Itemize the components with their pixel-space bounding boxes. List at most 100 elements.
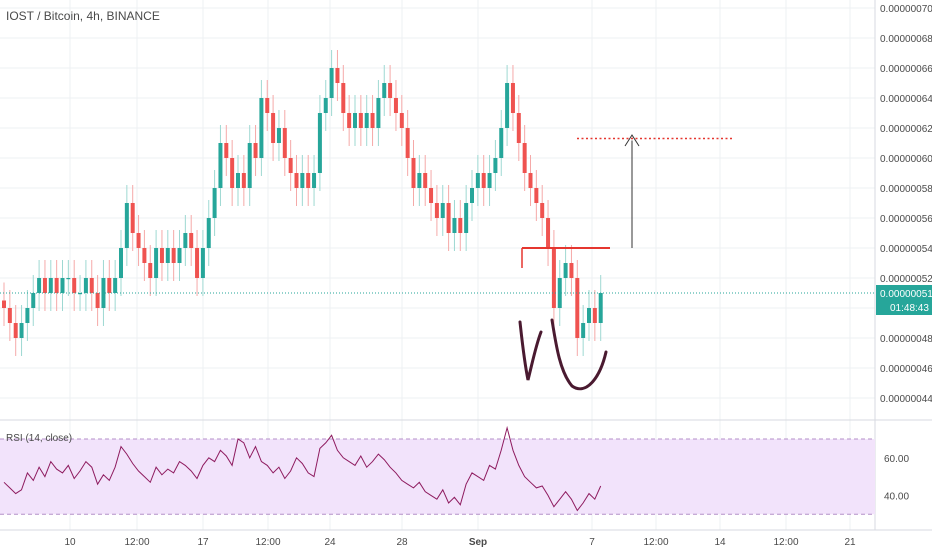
candle-body bbox=[458, 218, 463, 233]
candle-body bbox=[54, 278, 59, 293]
price-tick-label: 0.00000052 bbox=[880, 274, 932, 285]
candle-body bbox=[224, 143, 229, 158]
price-axis[interactable]: 0.00000070 0.00000068 0.00000066 0.00000064… bbox=[880, 4, 932, 405]
candle-body bbox=[317, 113, 322, 173]
candle-body bbox=[294, 173, 299, 188]
candle-body bbox=[592, 308, 597, 323]
time-tick-label: 28 bbox=[396, 537, 408, 548]
candle-body bbox=[411, 158, 416, 188]
candle-body bbox=[499, 128, 504, 158]
candle-body bbox=[364, 113, 369, 128]
candle-body bbox=[212, 188, 217, 218]
rsi-band bbox=[0, 438, 875, 515]
time-tick-label: 12:00 bbox=[124, 537, 149, 548]
candle-body bbox=[528, 173, 533, 188]
candle-body bbox=[446, 203, 451, 233]
candle-body bbox=[241, 173, 246, 188]
price-tick-label: 0.00000048 bbox=[880, 334, 932, 345]
rsi-label: RSI (14, close) bbox=[6, 433, 73, 444]
candle-body bbox=[510, 83, 515, 113]
price-tick-label: 0.00000070 bbox=[880, 4, 932, 15]
candle-body bbox=[464, 203, 469, 233]
time-tick-label: 14 bbox=[714, 537, 726, 548]
candle-body bbox=[358, 113, 363, 128]
candle-body bbox=[142, 248, 147, 263]
candle-body bbox=[78, 293, 83, 295]
candles[interactable] bbox=[0, 50, 875, 356]
candle-body bbox=[154, 248, 159, 278]
rsi-series bbox=[3, 425, 602, 512]
candle-body bbox=[540, 203, 545, 218]
candle-body bbox=[382, 83, 387, 98]
candle-body bbox=[335, 68, 340, 83]
time-axis[interactable]: 10 12:00 17 12:00 24 28 Sep 7 12:00 14 12:00 21 bbox=[64, 537, 856, 548]
candle-body bbox=[13, 323, 18, 338]
time-tick-label: Sep bbox=[469, 537, 487, 548]
candle-body bbox=[388, 83, 393, 98]
candle-body bbox=[183, 233, 188, 248]
candle-body bbox=[101, 278, 106, 308]
candle-body bbox=[148, 263, 153, 278]
candle-body bbox=[569, 263, 574, 278]
time-tick-label: 10 bbox=[64, 537, 76, 548]
candle-body bbox=[551, 248, 556, 308]
candle-body bbox=[470, 188, 474, 203]
drawings bbox=[518, 134, 733, 391]
candle-body bbox=[259, 98, 264, 158]
price-tag-value: 0.00000051 bbox=[880, 289, 932, 300]
price-tick-label: 0.00000056 bbox=[880, 214, 932, 225]
candle-body bbox=[136, 233, 141, 248]
candle-body bbox=[487, 173, 492, 188]
candle-body bbox=[253, 143, 258, 158]
candle-body bbox=[516, 113, 521, 143]
candle-body bbox=[323, 98, 328, 113]
price-tag-box bbox=[876, 285, 932, 300]
handdrawn-cup-right bbox=[550, 318, 608, 391]
price-tick-label: 0.00000066 bbox=[880, 64, 932, 75]
candle-body bbox=[353, 113, 357, 128]
time-tick-label: 7 bbox=[589, 537, 595, 548]
candle-body bbox=[119, 248, 123, 278]
time-tick-label: 21 bbox=[844, 537, 856, 548]
time-tick-label: 12:00 bbox=[255, 537, 280, 548]
candle-body bbox=[546, 218, 551, 248]
candle-body bbox=[2, 300, 6, 308]
candle-body bbox=[481, 173, 486, 188]
candle-body bbox=[230, 158, 235, 188]
candle-body bbox=[300, 173, 305, 188]
candle-body bbox=[195, 248, 200, 278]
candle-body bbox=[72, 278, 77, 293]
candle-body bbox=[66, 278, 71, 280]
candle-body bbox=[206, 218, 211, 248]
candle-body bbox=[107, 278, 112, 293]
countdown-box bbox=[876, 300, 932, 315]
candle-body bbox=[124, 203, 129, 248]
candle-body bbox=[452, 218, 457, 233]
candle-body bbox=[171, 248, 176, 263]
candle-body bbox=[265, 98, 270, 113]
target-arrow-head bbox=[624, 134, 640, 147]
candle-body bbox=[399, 113, 404, 128]
candle-body bbox=[434, 203, 439, 218]
candle-body bbox=[557, 278, 562, 308]
candle-body bbox=[341, 83, 346, 113]
candle-body bbox=[429, 188, 434, 203]
candle-body bbox=[42, 278, 47, 293]
price-tick-label: 0.00000044 bbox=[880, 394, 932, 405]
rsi-axis: 60.00 40.00 bbox=[884, 454, 909, 503]
candle-body bbox=[236, 173, 240, 188]
rsi-band-fill bbox=[0, 439, 875, 515]
rsi-line bbox=[3, 425, 602, 512]
candle-body bbox=[37, 278, 42, 293]
time-tick-label: 24 bbox=[324, 537, 336, 548]
candle-body bbox=[347, 113, 352, 128]
price-tick-label: 0.00000060 bbox=[880, 154, 932, 165]
chart-title: IOST / Bitcoin, 4h, BINANCE bbox=[6, 9, 160, 23]
candle-body bbox=[218, 143, 223, 188]
candle-body bbox=[505, 83, 510, 128]
price-tick-label: 0.00000064 bbox=[880, 94, 932, 105]
candle-body bbox=[534, 188, 539, 203]
candle-body bbox=[417, 173, 422, 188]
candle-body bbox=[563, 263, 568, 278]
